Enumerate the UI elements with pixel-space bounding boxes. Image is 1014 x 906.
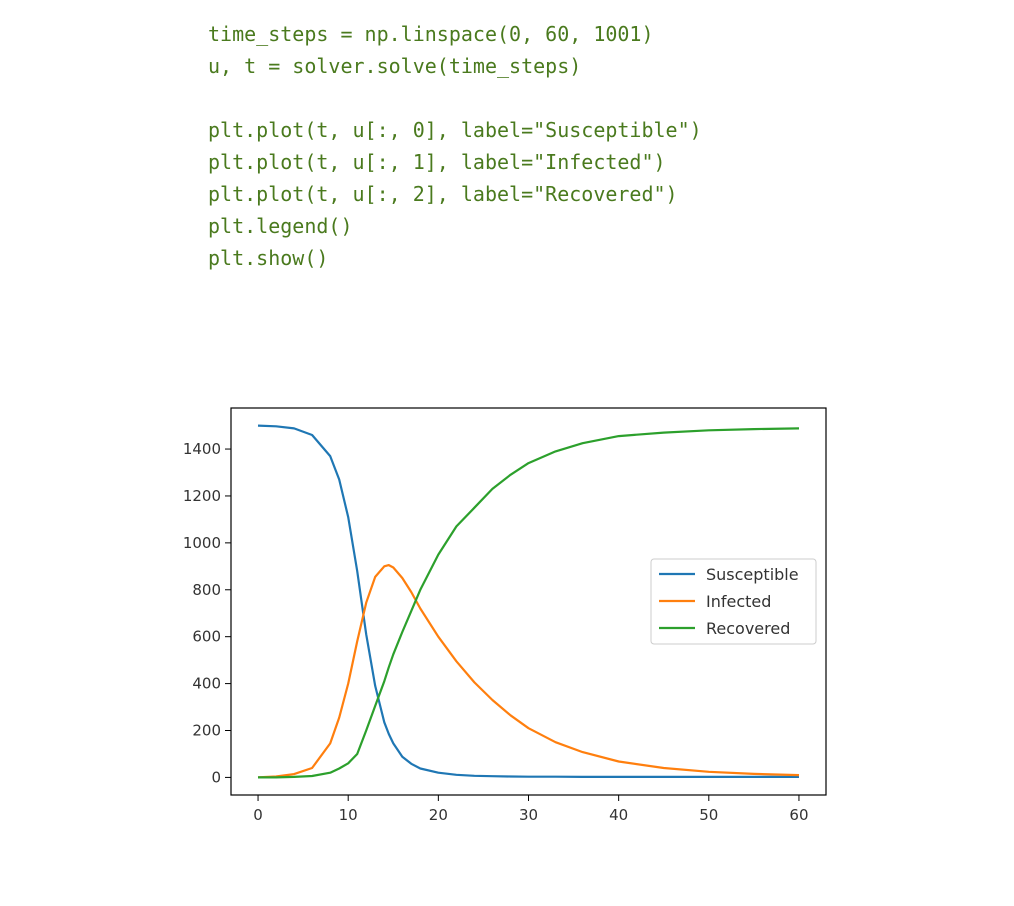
x-tick-label: 50 [699, 806, 718, 824]
y-tick-label: 800 [192, 581, 221, 599]
legend-box [650, 558, 817, 645]
x-tick-label: 10 [339, 806, 358, 824]
code-line: time_steps = np.linspace(0, 60, 1001) [208, 22, 654, 46]
y-tick-label: 600 [192, 628, 221, 646]
code-line: plt.plot(t, u[:, 1], label="Infected") [208, 150, 666, 174]
x-tick-label: 30 [519, 806, 538, 824]
code-line [208, 82, 702, 114]
y-tick-label: 1400 [183, 440, 221, 458]
y-tick-label: 200 [192, 722, 221, 740]
x-tick-label: 0 [253, 806, 263, 824]
y-tick-label: 400 [192, 675, 221, 693]
code-line: plt.plot(t, u[:, 0], label="Susceptible"… [208, 118, 702, 142]
series-line-infected [257, 564, 800, 779]
code-line: plt.legend() [208, 214, 353, 238]
y-tick-label: 1200 [183, 487, 221, 505]
series-line-recovered [258, 427, 800, 779]
x-tick-label: 60 [789, 806, 808, 824]
x-tick-label: 40 [609, 806, 628, 824]
y-tick-label: 1000 [183, 534, 221, 552]
code-cell: time_steps = np.linspace(0, 60, 1001) u,… [208, 18, 702, 274]
code-line: plt.plot(t, u[:, 2], label="Recovered") [208, 182, 678, 206]
legend-label-susceptible: Susceptible [706, 565, 799, 584]
legend-label-recovered: Recovered [706, 619, 790, 638]
legend-label-infected: Infected [706, 592, 771, 611]
code-line: u, t = solver.solve(time_steps) [208, 54, 582, 78]
y-tick-label: 0 [211, 768, 221, 786]
series-line-susceptible [257, 424, 799, 778]
line-chart: 0 10 20 30 40 50 600200400600800100012001400Su… [183, 407, 827, 824]
x-tick-label: 20 [429, 806, 448, 824]
code-line: plt.show() [208, 246, 329, 270]
